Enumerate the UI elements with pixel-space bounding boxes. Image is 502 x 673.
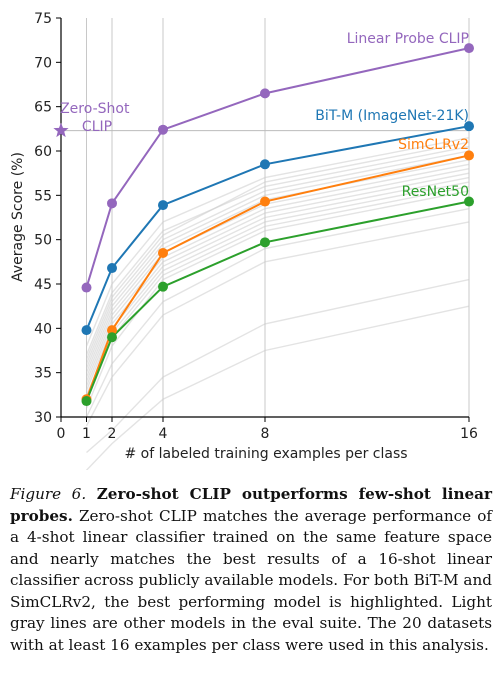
- few-shot-chart: 30 35 40 45 50 55 60 65 70 75 0 1 2 4 8 16 # of labeled…: [10, 11, 478, 470]
- other-model-lines: [85, 137, 470, 470]
- other-model-line-8: [85, 145, 470, 356]
- x-tick-label-0: 0: [57, 426, 66, 442]
- y-tick-label-70: 70: [34, 55, 52, 71]
- caption-title: Zero-shot CLIP outperforms few-shot line…: [10, 485, 493, 525]
- y-tick-label-30: 30: [34, 410, 52, 426]
- series-2-point-1: [81, 325, 92, 336]
- y-axis-label: Average Score (%): [10, 152, 26, 282]
- series-2-point-2: [107, 263, 117, 274]
- series-line-4: [85, 200, 470, 402]
- other-model-line-16: [85, 207, 470, 418]
- other-model-line-11: [85, 190, 470, 409]
- x-tick-label-4: 4: [159, 426, 168, 442]
- series-4-point-16: [464, 196, 474, 207]
- series-3-point-16: [464, 150, 474, 161]
- other-model-line-10: [85, 154, 470, 369]
- x-tick-label-1: 1: [82, 426, 91, 442]
- y-tick-label-55: 55: [34, 188, 52, 204]
- x-tick-label-16: 16: [460, 426, 478, 442]
- tick-labels: 30 35 40 45 50 55 60 65 70 75 0 1 2 4 8 16: [34, 11, 478, 442]
- series-1-point-4: [158, 124, 168, 135]
- other-model-line-9: [85, 172, 470, 387]
- other-model-line-2: [85, 305, 470, 470]
- other-model-line-12: [85, 141, 470, 360]
- series-3-point-4: [158, 247, 168, 258]
- caption-label: Figure 6.: [10, 485, 87, 503]
- y-tick-label-40: 40: [34, 321, 52, 337]
- other-model-line-5: [85, 168, 470, 382]
- series-label-resnet50: ResNet50: [402, 184, 469, 200]
- series-4-point-4: [158, 281, 168, 292]
- series-4-point-8: [260, 237, 270, 248]
- y-tick-label-60: 60: [34, 144, 52, 160]
- series-3-point-8: [260, 196, 270, 207]
- other-model-line-3: [85, 176, 470, 391]
- x-tick-label-8: 8: [261, 426, 270, 442]
- series-2-point-4: [158, 200, 168, 211]
- series-3-point-2: [107, 325, 117, 336]
- other-model-line-15: [85, 185, 470, 396]
- figure-caption: Figure 6. Zero-shot CLIP outperforms few…: [10, 484, 492, 656]
- y-tick-label-35: 35: [34, 366, 52, 382]
- x-axis-label: # of labeled training examples per class: [124, 446, 407, 462]
- other-model-line-1: [86, 278, 470, 453]
- y-tick-label-75: 75: [34, 11, 52, 27]
- series-label-simclrv2: SimCLRv2: [398, 137, 469, 153]
- series-1-point-8: [260, 88, 270, 99]
- caption-body: Zero-shot CLIP matches the average perfo…: [10, 506, 492, 654]
- series-points: [81, 43, 474, 407]
- x-tick-label-2: 2: [108, 426, 117, 442]
- y-tick-label-65: 65: [34, 100, 52, 116]
- series-label-bit-m: BiT-M (ImageNet-21K): [315, 108, 469, 124]
- other-model-line-13: [85, 137, 470, 347]
- zero-shot-star-marker: [53, 122, 69, 138]
- y-tick-label-50: 50: [34, 233, 52, 249]
- zero-shot-label-line-2: CLIP: [82, 119, 112, 135]
- other-model-line-17: [85, 221, 470, 427]
- series-label-linear-probe-clip: Linear Probe CLIP: [347, 31, 469, 47]
- zero-shot-label-line-1: Zero-Shot: [60, 101, 130, 117]
- series-1-point-16: [464, 43, 474, 54]
- series-1-point-2: [107, 198, 117, 209]
- zero-shot-label: Zero-Shot CLIP: [60, 101, 134, 135]
- y-tick-label-45: 45: [34, 277, 52, 293]
- series-4-point-1: [81, 396, 92, 407]
- series-2-point-8: [260, 159, 270, 170]
- other-model-line-6: [85, 150, 470, 365]
- series-2-point-16: [464, 121, 474, 132]
- series-1-point-1: [81, 282, 92, 293]
- series-4-point-2: [107, 332, 117, 343]
